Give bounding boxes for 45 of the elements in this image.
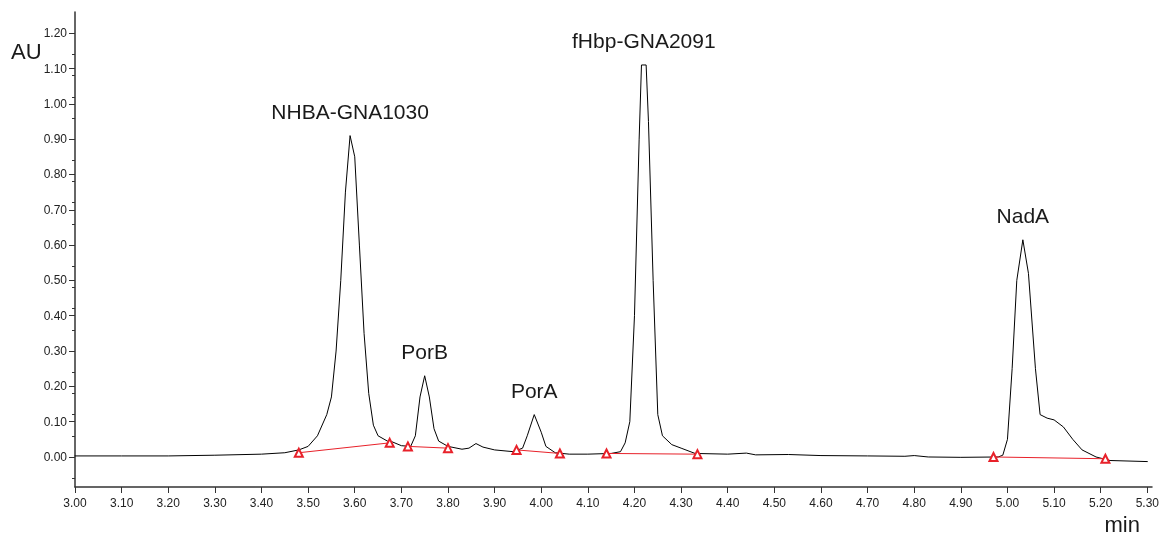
x-tick-label: 3.80	[436, 496, 460, 510]
y-tick-label: 0.40	[43, 308, 68, 323]
x-tick-label: 5.10	[1042, 496, 1067, 510]
x-tick-label: 4.30	[669, 496, 694, 510]
y-tick-label: 0.80	[43, 167, 68, 182]
x-axis-title: min	[1104, 511, 1140, 535]
x-tick-label: 4.70	[855, 496, 880, 510]
annotation: PorA	[510, 378, 558, 402]
x-tick-label: 3.70	[389, 496, 414, 510]
x-tick-label: 3.60	[343, 496, 367, 510]
y-tick-label: 0.10	[43, 414, 68, 429]
x-tick-label: 3.90	[482, 496, 507, 510]
x-tick-label: 3.10	[109, 496, 134, 510]
x-tick-label: 4.60	[809, 496, 833, 510]
annotation: NadA	[996, 203, 1050, 227]
y-tick-label: 1.00	[43, 96, 68, 111]
x-tick-label: 4.80	[902, 496, 927, 510]
annotation: PorB	[401, 339, 449, 363]
x-tick-label: 4.50	[762, 496, 787, 510]
line-series	[74, 64, 1148, 463]
annotation: fHbp-GNA2091	[572, 28, 716, 52]
y-tick-label: 0.90	[43, 132, 68, 147]
x-tick-label: 4.00	[529, 496, 554, 510]
x-tick-label: 3.50	[296, 496, 321, 510]
y-tick-label: 1.20	[43, 26, 68, 41]
x-tick-label: 5.30	[1135, 496, 1160, 510]
x-tick-label: 4.40	[716, 496, 740, 510]
y-tick-label: 0.50	[43, 273, 68, 288]
y-tick-label: 0.60	[43, 238, 68, 253]
x-tick-label: 3.30	[203, 496, 227, 510]
x-tick-label: 4.90	[949, 496, 973, 510]
x-tick-label: 5.20	[1089, 496, 1113, 510]
y-tick-label: 0.00	[43, 449, 68, 464]
y-tick-label: 0.30	[43, 344, 68, 359]
y-tick-label: 0.20	[43, 379, 68, 394]
x-tick-label: 3.40	[249, 496, 274, 510]
x-tick-label: 4.20	[622, 496, 647, 510]
annotation: NHBA-GNA1030	[271, 99, 429, 123]
x-tick-label: 3.00	[63, 496, 87, 510]
y-tick-label: 0.70	[43, 202, 68, 217]
y-axis-title: AU	[11, 38, 42, 64]
x-tick-label: 4.10	[576, 496, 600, 510]
x-tick-label: 3.20	[156, 496, 181, 510]
x-tick-label: 5.00	[995, 496, 1020, 510]
y-tick-label: 1.10	[43, 61, 68, 76]
